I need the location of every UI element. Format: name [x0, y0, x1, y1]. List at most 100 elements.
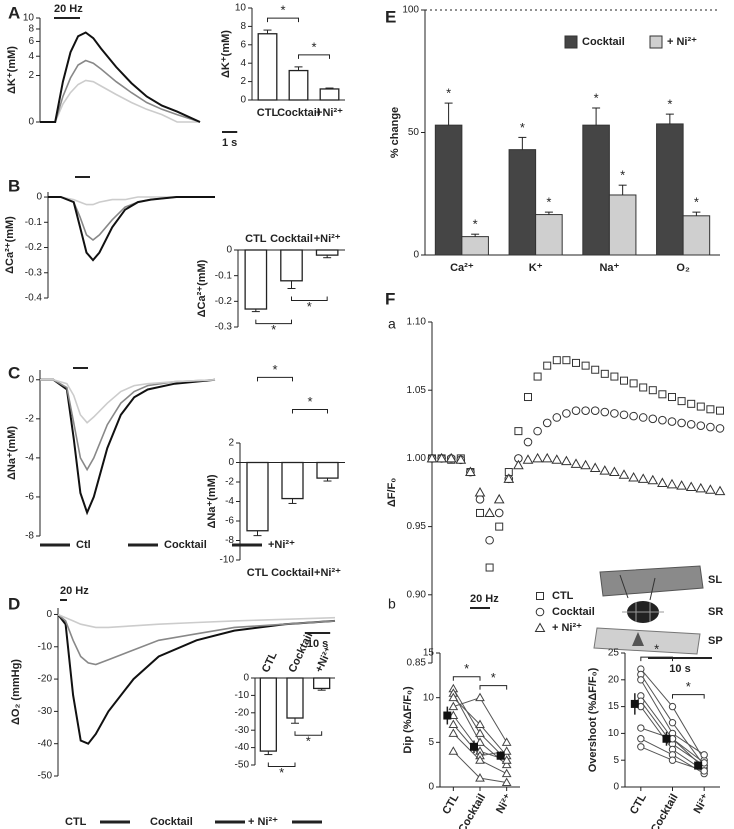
point	[637, 735, 645, 743]
marker	[426, 452, 438, 463]
marker	[648, 386, 657, 395]
marker	[589, 462, 601, 472]
point	[448, 692, 459, 702]
y-tick-label: -6	[25, 492, 34, 503]
point	[668, 756, 677, 764]
marker	[552, 356, 561, 365]
bar	[682, 215, 711, 256]
y-tick-label: -8	[225, 535, 234, 546]
y-tick-label: 0	[428, 782, 434, 793]
y-tick-label: 1.00	[407, 453, 427, 464]
y-tick-label: 5	[613, 755, 619, 766]
y-tick-label: -0.4	[25, 293, 43, 304]
y-tick-label: -6	[225, 516, 234, 527]
diagram-line	[619, 574, 656, 601]
point	[700, 751, 708, 759]
marker	[494, 508, 504, 518]
marker	[696, 402, 705, 411]
marker	[599, 465, 611, 475]
marker	[658, 390, 667, 399]
category-label: Ca²⁺	[450, 262, 474, 274]
y-axis-label: ΔCa²⁺(mM)	[196, 259, 208, 317]
bar	[313, 677, 331, 690]
stim-label: 20 Hz	[60, 585, 89, 597]
legend-label: + Ni²⁺	[552, 622, 582, 634]
y-tick-label: 10	[423, 692, 435, 703]
marker	[532, 452, 543, 463]
y-tick-label: 4	[240, 58, 246, 69]
category-label: Cocktail	[270, 233, 313, 245]
category-label: +Ni²⁺	[314, 567, 341, 579]
point	[501, 759, 512, 769]
bar	[257, 33, 278, 101]
trace	[40, 379, 216, 424]
bar-annotation: *	[667, 97, 672, 112]
point	[475, 719, 485, 728]
y-tick-label: -8	[25, 531, 34, 542]
bar	[608, 194, 637, 256]
category-label: +Ni²⁺	[316, 107, 343, 119]
legend-marker	[535, 607, 545, 617]
marker	[533, 426, 542, 436]
marker	[523, 437, 533, 447]
marker	[551, 454, 563, 464]
y-axis-label: ΔF/F₀	[386, 478, 398, 507]
marker	[685, 481, 697, 492]
point	[475, 728, 485, 737]
y-axis-label: ΔNa⁺(mM)	[6, 426, 18, 480]
marker	[668, 393, 676, 402]
significance-star: *	[464, 661, 469, 676]
y-tick-label: 20	[608, 674, 620, 685]
marker	[637, 473, 649, 483]
marker	[696, 421, 706, 430]
marker	[533, 372, 542, 381]
marker	[543, 361, 552, 370]
legend-label: Cocktail	[552, 606, 595, 618]
point	[668, 702, 677, 711]
significance-star: *	[491, 670, 496, 685]
bar	[535, 214, 563, 256]
diagram-sl	[599, 565, 704, 597]
legend-label: + Ni²⁺	[248, 816, 278, 828]
marker	[591, 365, 600, 374]
y-tick-label: 8	[28, 24, 34, 35]
bar	[434, 124, 463, 256]
y-tick-label: 0.90	[407, 589, 427, 600]
marker	[581, 406, 590, 415]
category-label: Cocktail	[271, 567, 314, 579]
bar-annotation: *	[520, 120, 525, 135]
significance-bracket	[452, 676, 481, 681]
significance-bracket	[257, 376, 293, 382]
category-label: +Ni²⁺	[314, 233, 341, 245]
marker	[628, 471, 639, 482]
bar	[656, 123, 684, 256]
bar-annotation: *	[620, 168, 625, 183]
y-tick-label: 2	[28, 70, 34, 81]
marker	[647, 474, 659, 485]
stim-label: 20 Hz	[54, 3, 83, 15]
marker	[714, 485, 726, 496]
y-tick-label: 2	[228, 438, 234, 449]
y-tick-label: -50	[235, 760, 250, 771]
bar	[508, 149, 537, 256]
diagram-marker	[632, 632, 644, 646]
bar-annotation: *	[594, 90, 599, 105]
significance-star: *	[307, 394, 312, 409]
trace	[40, 59, 201, 123]
bar	[286, 677, 304, 719]
marker	[542, 418, 552, 428]
marker	[677, 418, 686, 428]
y-axis-label: ΔK⁺(mM)	[220, 30, 232, 78]
y-tick-label: -0.2	[215, 296, 233, 307]
marker	[618, 469, 630, 479]
legend-label: Cocktail	[164, 539, 207, 551]
y-tick-label: 10	[23, 13, 35, 24]
marker	[475, 495, 485, 504]
significance-bracket	[291, 296, 328, 301]
marker	[485, 535, 494, 545]
marker	[455, 454, 467, 464]
marker	[524, 393, 532, 402]
y-tick-label: 0	[226, 245, 232, 256]
significance-bracket	[255, 319, 292, 325]
point	[637, 676, 645, 684]
